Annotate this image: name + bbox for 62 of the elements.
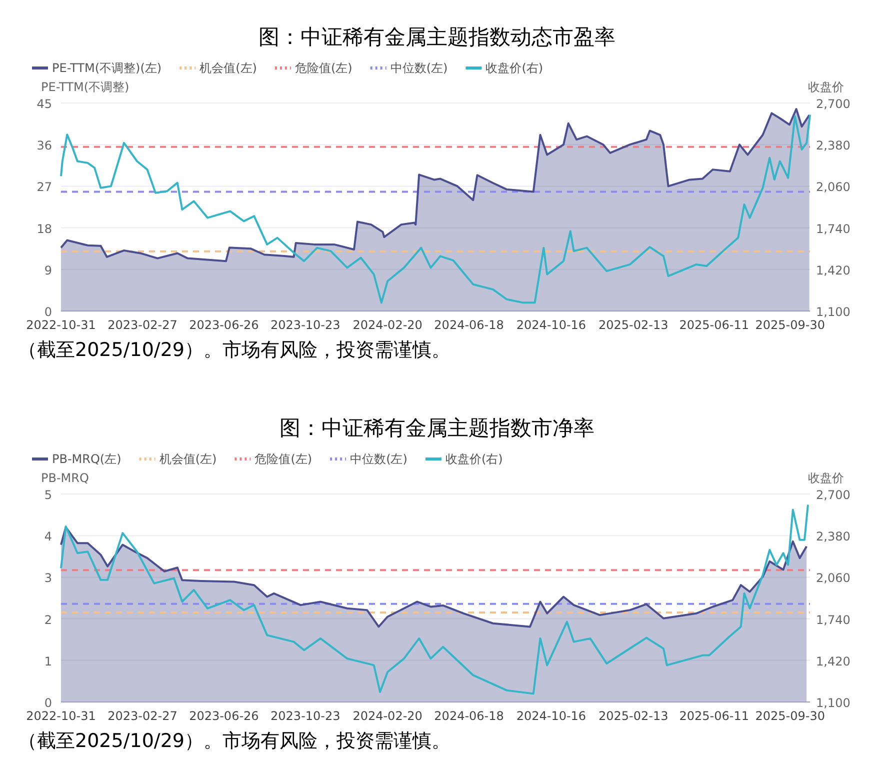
y-tick-label: 36 (36, 138, 52, 153)
y2-tick-label: 2,060 (816, 571, 850, 586)
x-tick-label: 2022-10-31 (26, 709, 96, 723)
legend-label: PE-TTM(不调整)(左) (52, 61, 162, 75)
y-tick-label: 27 (36, 180, 52, 194)
x-tick-label: 2025-02-13 (598, 318, 668, 332)
x-tick-label: 2023-10-23 (270, 318, 340, 332)
x-tick-label: 2025-06-11 (679, 318, 750, 332)
y2-tick-label: 2,380 (816, 138, 850, 153)
chart-title: 图：中证稀有金属主题指数市净率 (280, 416, 594, 440)
x-tick-label: 2025-09-30 (755, 318, 826, 332)
y2-tick-label: 2,380 (816, 530, 850, 544)
x-tick-label: 2023-02-27 (108, 709, 178, 723)
x-tick-label: 2025-06-11 (679, 709, 750, 723)
legend-label: 中位数(左) (350, 452, 408, 466)
y2-tick-label: 1,100 (816, 305, 850, 319)
x-tick-label: 2024-10-16 (516, 318, 586, 332)
y-tick-label: 3 (44, 571, 52, 586)
y-tick-label: 0 (44, 696, 52, 710)
y2-tick-label: 2,060 (816, 180, 850, 194)
legend-label: 中位数(左) (390, 61, 448, 75)
y-axis-title: PE-TTM(不调整) (41, 80, 130, 94)
x-tick-label: 2025-02-13 (598, 709, 668, 723)
x-tick-label: 2023-06-26 (189, 318, 259, 332)
y-tick-label: 5 (44, 488, 52, 502)
legend-label: 危险值(左) (294, 61, 352, 75)
y-tick-label: 1 (44, 654, 52, 668)
y2-tick-label: 1,420 (816, 263, 850, 278)
y2-tick-label: 1,740 (816, 222, 850, 236)
text: （截至2025/10/29）。市场有风险，投资需谨慎。 (18, 730, 451, 752)
y2-tick-label: 1,740 (816, 612, 850, 627)
text: （截至2025/10/29）。市场有风险，投资需谨慎。 (18, 339, 451, 361)
x-tick-label: 2024-10-16 (516, 709, 586, 723)
y2-tick-label: 2,700 (816, 488, 850, 502)
y2-axis-title: 收盘价 (808, 471, 844, 485)
y-tick-label: 45 (36, 97, 52, 111)
legend-label: 危险值(左) (254, 452, 312, 466)
y-axis-title: PB-MRQ (41, 471, 89, 485)
x-tick-label: 2023-06-26 (189, 709, 259, 723)
y2-tick-label: 1,100 (816, 696, 850, 710)
x-tick-label: 2023-02-27 (108, 318, 178, 332)
legend-label: 机会值(左) (200, 61, 257, 75)
x-tick-label: 2024-02-20 (352, 709, 422, 723)
y-tick-label: 18 (36, 222, 52, 236)
y-tick-label: 0 (44, 305, 52, 319)
chart-title: 图：中证稀有金属主题指数动态市盈率 (258, 25, 616, 49)
x-tick-label: 2023-10-23 (270, 709, 340, 723)
y2-tick-label: 1,420 (816, 654, 850, 668)
legend-label: PB-MRQ(左) (52, 452, 122, 466)
x-tick-label: 2024-02-20 (352, 318, 422, 332)
x-tick-label: 2025-09-30 (755, 709, 826, 723)
y2-tick-label: 2,700 (816, 97, 850, 111)
y-tick-label: 9 (44, 263, 52, 278)
legend-label: 收盘价(右) (486, 61, 544, 75)
y-tick-label: 2 (44, 612, 52, 627)
x-tick-label: 2022-10-31 (26, 318, 96, 332)
y-tick-label: 4 (44, 530, 52, 544)
legend-label: 机会值(左) (159, 452, 217, 466)
x-tick-label: 2024-06-18 (434, 318, 504, 332)
x-tick-label: 2024-06-18 (434, 709, 504, 723)
y2-axis-title: 收盘价 (808, 80, 844, 94)
legend-label: 收盘价(右) (445, 452, 503, 466)
